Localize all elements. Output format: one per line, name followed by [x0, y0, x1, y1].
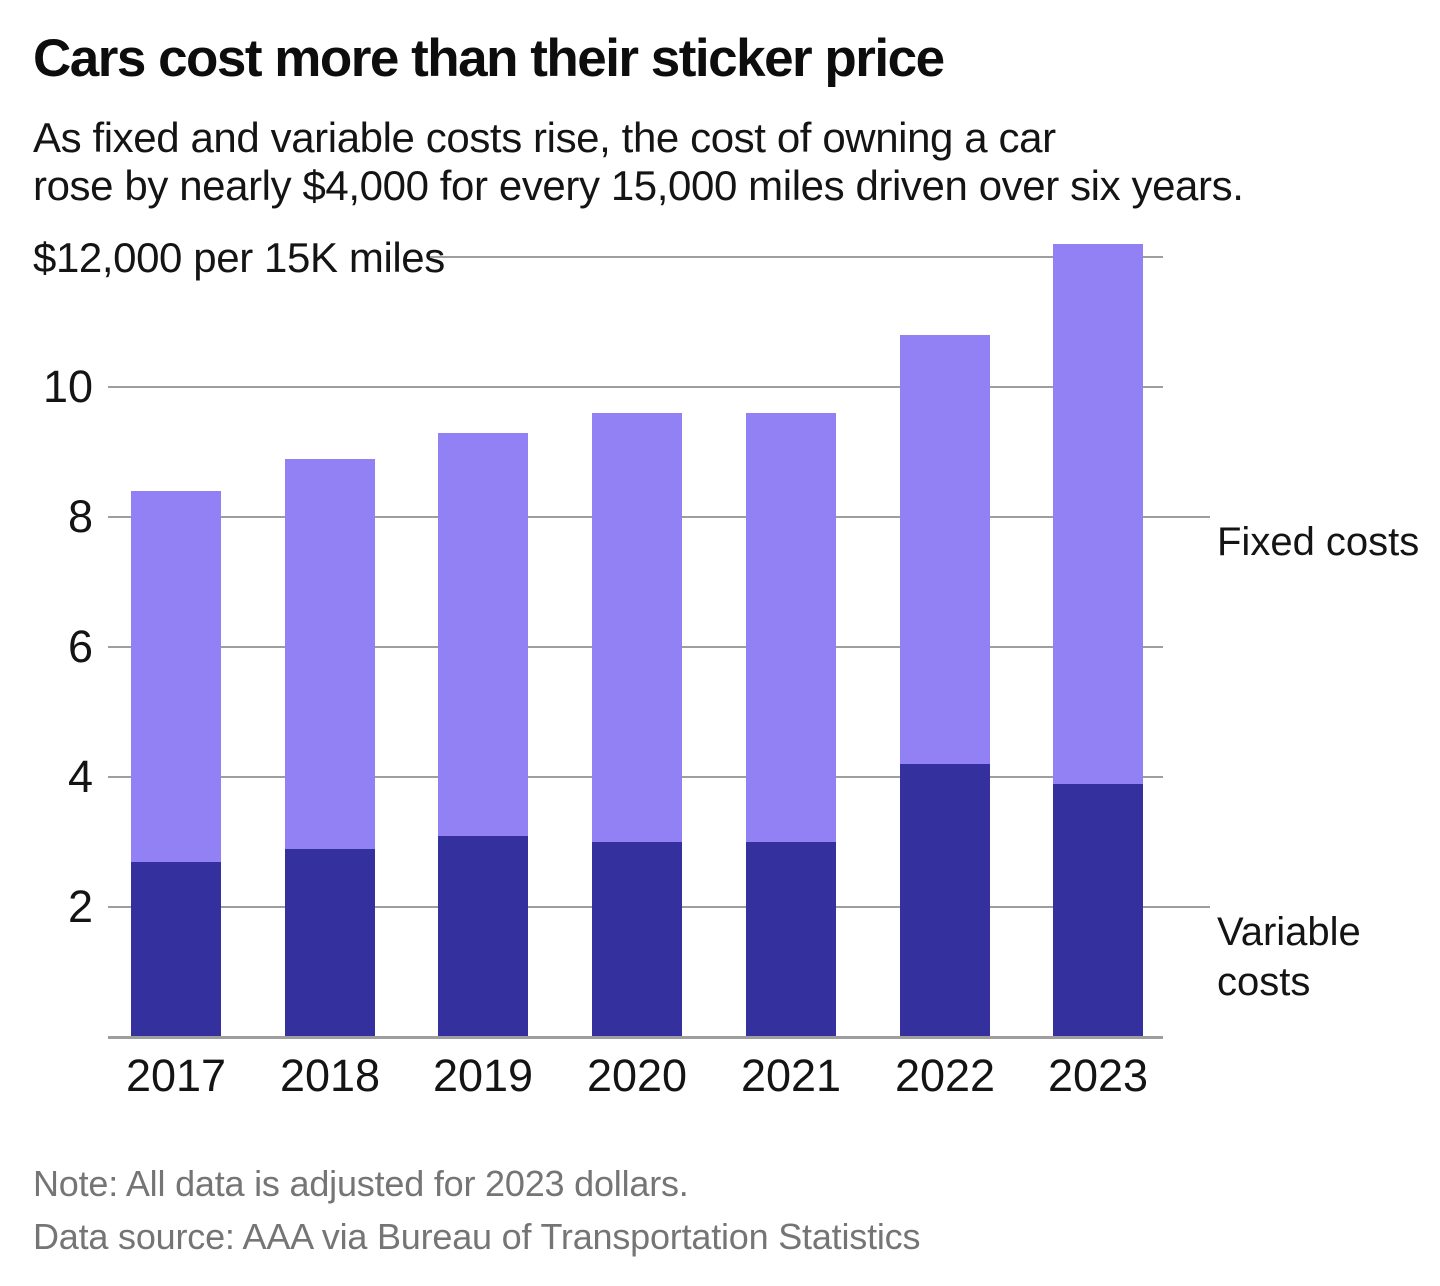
chart-subtitle: As fixed and variable costs rise, the co…: [33, 114, 1423, 210]
variable-costs-segment-2022: [900, 764, 990, 1037]
variable-costs-segment-2017: [131, 861, 221, 1037]
variable-costs-annotation-text: Variable costs: [1217, 910, 1361, 1004]
fixed-costs-segment-2023: [1053, 244, 1143, 784]
variable-costs-segment-2021: [746, 842, 836, 1037]
y-tick-label-6: 6: [67, 621, 93, 672]
fixed-costs-leader-line: [1143, 516, 1210, 518]
x-axis-label-2019: 2019: [432, 1050, 534, 1101]
variable-costs-segment-2020: [592, 842, 682, 1037]
y-tick-label-4: 4: [67, 751, 93, 802]
variable-costs-annotation-label: Variable costs: [1217, 857, 1440, 1007]
gridline-12: [430, 256, 1163, 258]
y-tick-label-10: 10: [42, 361, 93, 412]
chart-subtitle-line-2: rose by nearly $4,000 for every 15,000 m…: [33, 162, 1244, 209]
fixed-costs-segment-2020: [592, 413, 682, 842]
fixed-costs-segment-2017: [131, 491, 221, 862]
note-text: Note: All data is adjusted for 2023 doll…: [33, 1163, 689, 1204]
x-axis-label-2020: 2020: [586, 1050, 688, 1101]
fixed-costs-annotation-label: Fixed costs: [1217, 467, 1419, 567]
fixed-costs-segment-2021: [746, 413, 836, 842]
gridline-10: [108, 386, 1163, 388]
variable-costs-leader-line: [1143, 906, 1210, 908]
fixed-costs-segment-2018: [285, 458, 375, 849]
variable-costs-segment-2023: [1053, 783, 1143, 1037]
fixed-costs-segment-2022: [900, 335, 990, 764]
x-axis-label-2023: 2023: [1047, 1050, 1149, 1101]
fixed-costs-annotation-text: Fixed costs: [1217, 520, 1420, 564]
x-axis-label-2021: 2021: [740, 1050, 842, 1101]
fixed-costs-segment-2019: [438, 432, 528, 836]
chart-title: Cars cost more than their sticker price: [33, 29, 945, 88]
y-axis-unit-label: $12,000 per 15K miles: [33, 234, 445, 281]
variable-costs-segment-2019: [438, 835, 528, 1037]
x-axis-baseline: [108, 1036, 1163, 1039]
y-tick-label-8: 8: [67, 491, 93, 542]
variable-costs-segment-2018: [285, 848, 375, 1037]
source-text: Data source: AAA via Bureau of Transport…: [33, 1216, 921, 1257]
x-axis-label-2022: 2022: [894, 1050, 996, 1101]
x-axis-label-2017: 2017: [125, 1050, 227, 1101]
y-tick-label-2: 2: [67, 881, 93, 932]
chart-subtitle-line-1: As fixed and variable costs rise, the co…: [33, 114, 1056, 161]
x-axis-label-2018: 2018: [279, 1050, 381, 1101]
